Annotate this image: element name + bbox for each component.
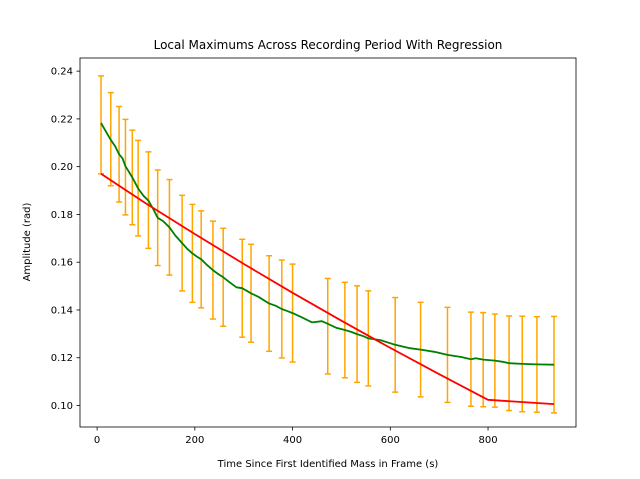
y-tick-label: 0.22: [51, 114, 73, 125]
y-tick-label: 0.16: [51, 258, 73, 269]
y-tick-label: 0.20: [51, 162, 73, 173]
ticks: 0 200 400 600 800 0.10 0.12 0.14 0.16 0.18 0.20 0.2…: [51, 67, 498, 446]
y-tick-label: 0.12: [51, 353, 73, 364]
y-axis-label: Amplitude (rad): [22, 203, 33, 282]
y-tick-label: 0.24: [51, 67, 73, 78]
axes-frame: [79, 57, 577, 428]
x-tick-label: 0: [94, 435, 100, 446]
x-tick-label: 600: [381, 435, 400, 446]
x-axis-label: Time Since First Identified Mass in Fram…: [217, 459, 439, 470]
y-tick-label: 0.18: [51, 210, 73, 221]
plot-area: [98, 75, 558, 414]
regression-line: [100, 173, 555, 405]
chart-title: Local Maximums Across Recording Period W…: [154, 38, 503, 52]
y-tick-label: 0.14: [51, 305, 73, 316]
x-tick-label: 200: [185, 435, 204, 446]
data-line: [100, 122, 555, 366]
y-tick-label: 0.10: [51, 401, 73, 412]
x-tick-label: 800: [478, 435, 497, 446]
x-tick-label: 400: [283, 435, 302, 446]
